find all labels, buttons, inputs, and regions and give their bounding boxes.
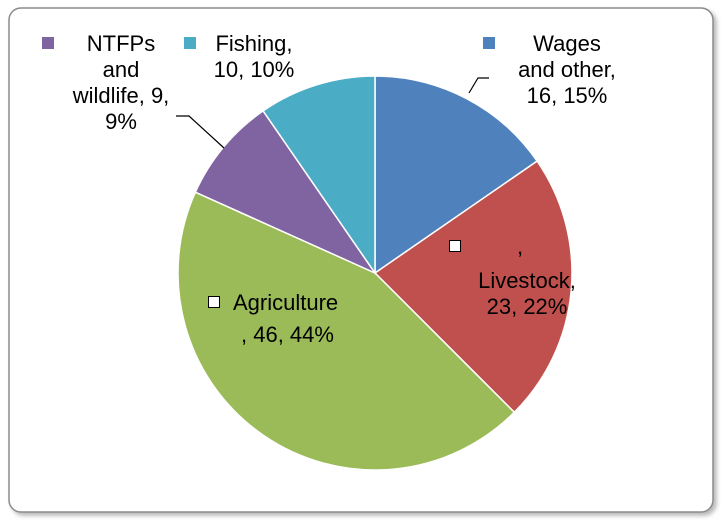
- data-label-agriculture-value: , 46, 44%: [241, 322, 334, 347]
- pie-slice-wages-and-other: [374, 75, 539, 275]
- data-label-livestock-comma: ,: [516, 234, 524, 259]
- data-label-wages: Wages and other, 16, 15%: [518, 31, 616, 108]
- pie-slice-fishing: [262, 75, 376, 276]
- data-label-agriculture: Agriculture: [233, 290, 339, 315]
- data-label-livestock: Livestock, 23, 22%: [478, 268, 576, 319]
- pie-slice-agriculture: [177, 191, 516, 471]
- pie-slice-ntfps-and-wildlife: [194, 109, 378, 275]
- legend-marker-ntfps: [42, 37, 54, 49]
- pie-slice-livestock: [373, 160, 573, 414]
- pie: [177, 75, 573, 471]
- data-label-ntfps: NTFPs and wildlife, 9, 9%: [72, 31, 170, 134]
- legend-marker-agriculture: [208, 296, 220, 308]
- leader-line-ntfps: [176, 115, 225, 149]
- legend-marker-livestock: [449, 240, 461, 252]
- legend-marker-fishing: [184, 37, 196, 49]
- legend-marker-wages: [483, 37, 495, 49]
- leader-line-wages: [468, 77, 489, 94]
- data-label-fishing: Fishing, 10, 10%: [213, 31, 295, 82]
